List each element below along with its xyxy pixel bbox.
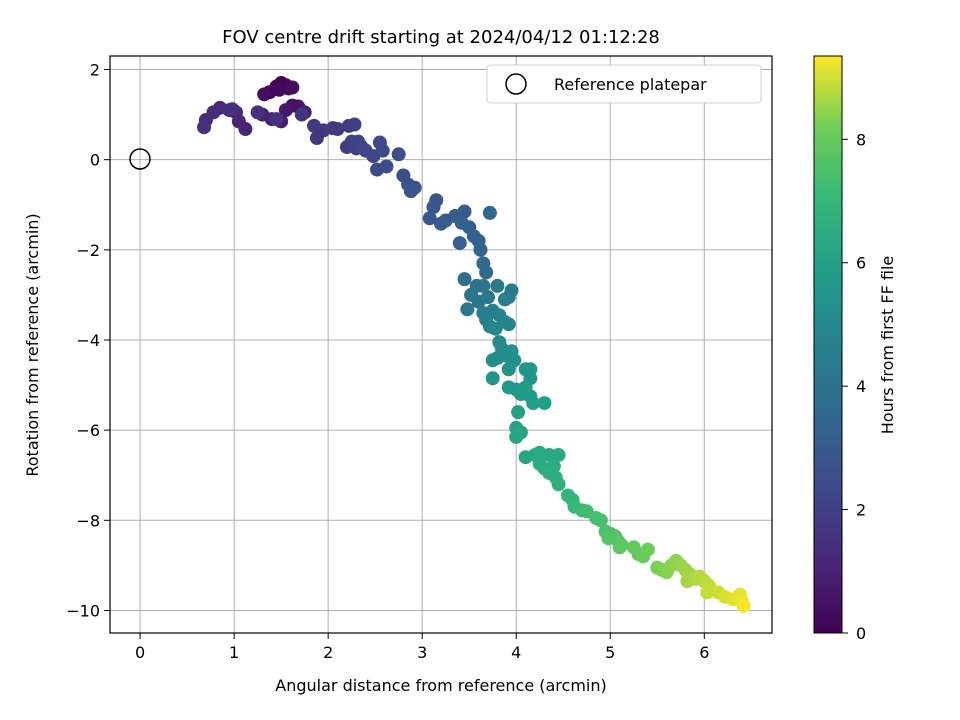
x-tick-label: 4 xyxy=(511,643,521,662)
data-point xyxy=(272,82,287,97)
data-point xyxy=(551,447,566,462)
plot-frame xyxy=(109,55,773,634)
data-point xyxy=(612,540,627,555)
data-point xyxy=(488,321,503,336)
colorbar-tick-label: 6 xyxy=(856,254,866,273)
data-point xyxy=(269,112,284,127)
data-point xyxy=(501,290,516,305)
data-point xyxy=(225,102,240,117)
data-point xyxy=(481,290,496,305)
colorbar-tick-label: 4 xyxy=(856,377,866,396)
data-point xyxy=(511,405,526,420)
data-point xyxy=(375,143,390,158)
data-point xyxy=(278,103,293,118)
data-point xyxy=(501,317,516,332)
data-point xyxy=(485,371,500,386)
x-tick-label: 0 xyxy=(135,643,145,662)
data-point xyxy=(537,396,552,411)
colorbar-label: Hours from first FF file xyxy=(878,256,897,435)
data-point xyxy=(640,542,655,557)
data-point xyxy=(501,362,516,377)
y-tick-label: 0 xyxy=(90,151,100,170)
data-points xyxy=(197,76,751,613)
y-axis-ticks: 2 0 −2 −4 −6 −8 −10 xyxy=(66,61,110,620)
legend-box xyxy=(486,64,762,104)
data-point xyxy=(490,278,505,293)
data-point xyxy=(391,147,406,162)
grid-lines xyxy=(110,56,772,633)
data-point xyxy=(457,204,472,219)
data-point xyxy=(551,477,566,492)
y-tick-label: −6 xyxy=(76,421,100,440)
reference-platepar-marker xyxy=(129,148,151,170)
data-point xyxy=(330,122,345,137)
data-point xyxy=(294,107,309,122)
data-point xyxy=(257,87,272,102)
data-point xyxy=(736,598,751,613)
x-tick-label: 6 xyxy=(699,643,709,662)
legend-label: Reference platepar xyxy=(554,75,707,94)
y-tick-label: 2 xyxy=(90,61,100,80)
data-point xyxy=(422,211,437,226)
data-point xyxy=(479,265,494,280)
x-axis-label: Angular distance from reference (arcmin) xyxy=(275,676,606,695)
data-point xyxy=(476,278,491,293)
data-point xyxy=(452,236,467,251)
y-tick-label: −4 xyxy=(76,331,100,350)
data-point xyxy=(250,105,265,120)
data-point xyxy=(460,302,475,317)
data-point xyxy=(700,585,715,600)
x-tick-label: 2 xyxy=(323,643,333,662)
data-point xyxy=(526,396,541,411)
y-axis-label: Rotation from reference (arcmin) xyxy=(23,213,42,476)
chart-title: FOV centre drift starting at 2024/04/12 … xyxy=(222,27,660,48)
data-point xyxy=(426,200,441,215)
data-point xyxy=(513,425,528,440)
data-point xyxy=(379,159,394,174)
x-tick-label: 3 xyxy=(417,643,427,662)
colorbar-tick-label: 8 xyxy=(856,130,866,149)
data-point xyxy=(473,242,488,257)
legend-marker xyxy=(505,73,527,95)
data-point xyxy=(482,205,497,220)
data-point xyxy=(593,513,608,528)
data-point xyxy=(407,180,422,195)
legend: Reference platepar xyxy=(486,64,762,104)
colorbar-tick-label: 0 xyxy=(856,624,866,643)
x-tick-label: 1 xyxy=(229,643,239,662)
data-point xyxy=(285,80,300,95)
data-point xyxy=(485,353,500,368)
colorbar-ticks: 0 2 4 6 8 xyxy=(842,130,866,643)
data-point xyxy=(523,362,538,377)
colorbar-tick-label: 2 xyxy=(856,501,866,520)
data-point xyxy=(457,272,472,287)
data-point xyxy=(197,120,212,135)
colorbar xyxy=(813,55,843,634)
y-tick-label: −8 xyxy=(76,511,100,530)
x-tick-label: 5 xyxy=(605,643,615,662)
data-point xyxy=(347,117,362,132)
y-tick-label: −10 xyxy=(66,601,100,620)
y-tick-label: −2 xyxy=(76,241,100,260)
x-axis-ticks: 0 1 2 3 4 5 6 xyxy=(135,633,709,662)
